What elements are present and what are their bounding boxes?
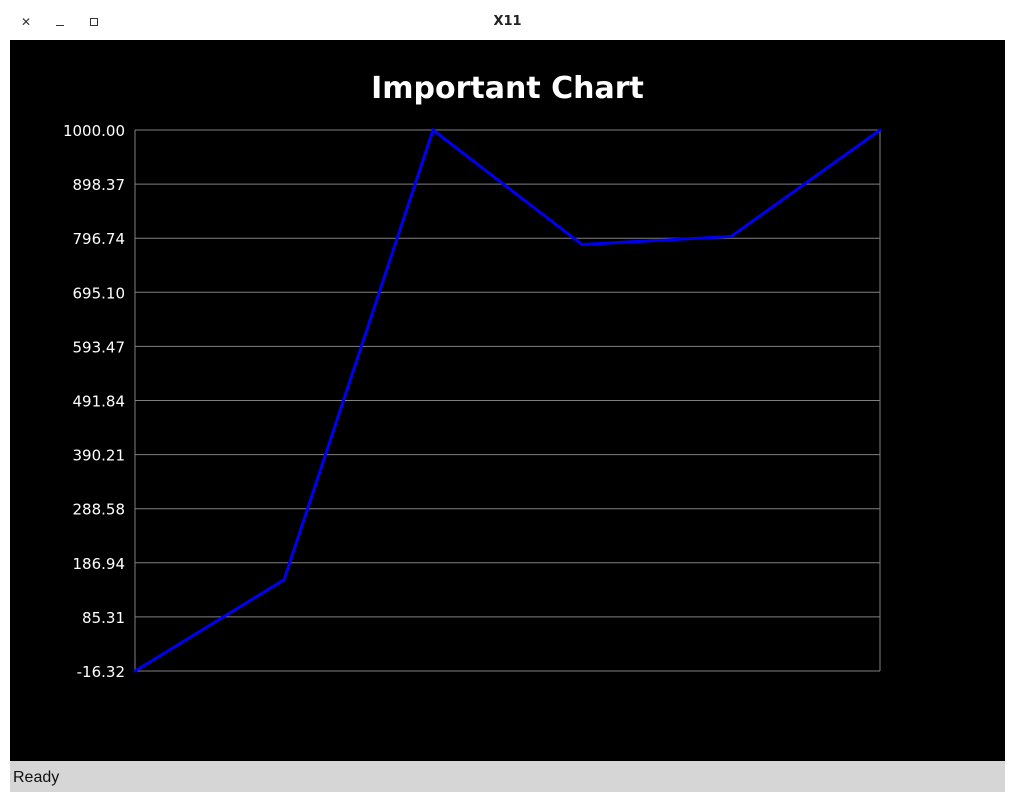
status-text: Ready [13,769,60,786]
y-tick-label: 593.47 [73,338,126,356]
maximize-icon[interactable] [85,13,103,31]
data-point [431,128,435,132]
close-icon[interactable]: ✕ [20,15,32,29]
y-tick-label: 186.94 [73,555,126,573]
window-title: X11 [493,14,522,29]
y-tick-label: 796.74 [73,230,126,248]
status-bar: Ready [10,761,1005,792]
chart-canvas: Important Chart 1000.00 898.37 796.74 695.10… [10,40,1005,761]
data-point [580,242,584,246]
y-tick-label: 491.84 [73,393,126,411]
y-tick-label: 898.37 [73,176,126,194]
data-point [282,578,286,582]
y-tick-label: -16.32 [77,663,125,681]
y-tick-label: 390.21 [73,447,126,465]
y-tick-label: 288.58 [73,501,126,519]
data-point [133,669,137,673]
y-tick-label: 85.31 [82,609,125,627]
chart-title: Important Chart [371,71,644,106]
title-bar: ✕ X11 [0,0,1015,40]
y-tick-label: 1000.00 [63,122,125,140]
data-point [729,234,733,238]
y-tick-label: 695.10 [73,284,126,302]
minimize-icon[interactable] [51,13,69,31]
line-chart: Important Chart 1000.00 898.37 796.74 695.10… [63,71,882,681]
series-line [134,127,881,673]
data-point [878,128,882,132]
